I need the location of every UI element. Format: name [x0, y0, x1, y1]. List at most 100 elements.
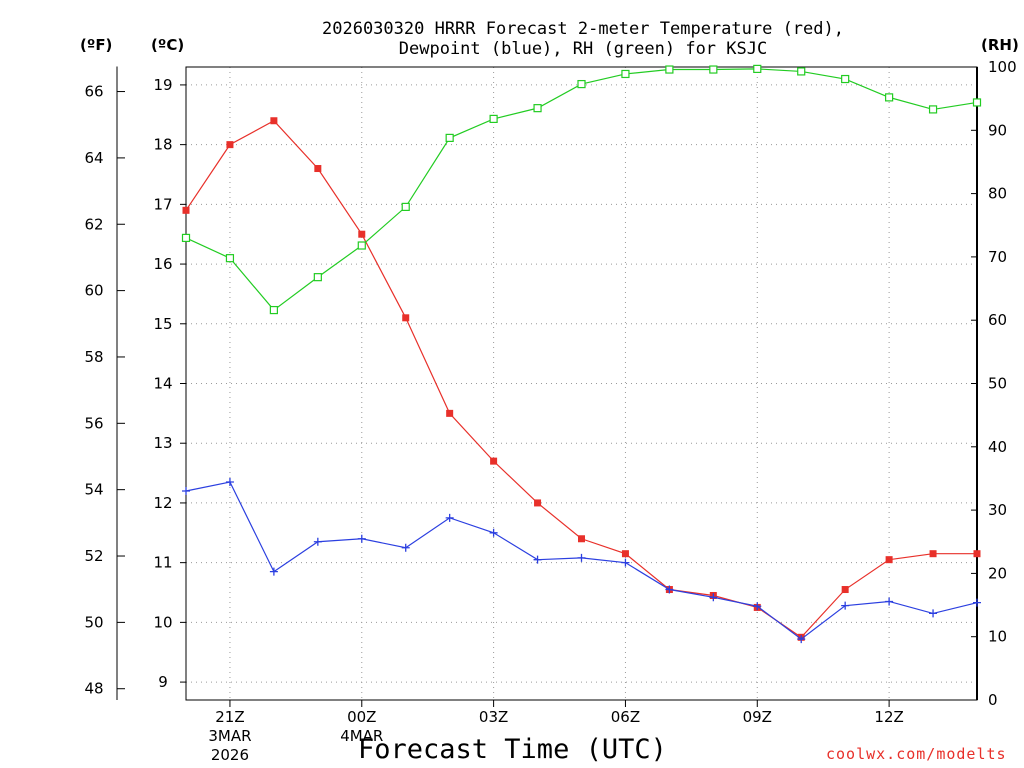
fahrenheit-tick-label: 50 — [84, 613, 103, 631]
celsius-tick-label: 12 — [153, 494, 172, 512]
rh-point — [753, 64, 762, 73]
dewpoint-point — [797, 635, 806, 644]
rh-point — [533, 104, 542, 113]
rh-point — [445, 133, 454, 142]
rh-tick-label: 10 — [988, 628, 1007, 646]
celsius-tick-label: 18 — [153, 136, 172, 154]
rh-point — [665, 65, 674, 74]
dewpoint-point — [929, 609, 938, 618]
temperature-point — [578, 535, 585, 543]
celsius-axis-unit: (ºC) — [151, 36, 185, 54]
dewpoint-point — [841, 601, 850, 610]
temperature-point — [973, 550, 981, 558]
rh-point — [181, 233, 191, 243]
temperature-point — [841, 586, 849, 594]
temperature-point — [270, 117, 278, 125]
temperature-point — [885, 556, 893, 564]
rh-point — [269, 305, 278, 315]
dewpoint-point — [269, 567, 278, 576]
fahrenheit-tick-label: 60 — [84, 282, 103, 300]
rh-tick-label: 100 — [988, 58, 1017, 76]
rh-point — [928, 105, 938, 114]
fahrenheit-axis-unit: (ºF) — [80, 36, 113, 54]
rh-tick-label: 20 — [988, 564, 1007, 582]
temperature-point — [402, 314, 410, 322]
celsius-tick-label: 15 — [153, 315, 172, 333]
x-tick-date-label: 4MAR — [340, 727, 383, 745]
source-credit: coolwx.com/modelts — [826, 745, 1007, 763]
rh-axis-unit: (RH) — [981, 36, 1019, 54]
rh-tick-label: 60 — [988, 311, 1007, 329]
x-tick-label: 12Z — [874, 708, 903, 726]
fahrenheit-tick-label: 62 — [84, 215, 103, 233]
rh-point — [797, 67, 806, 76]
dewpoint-point — [973, 598, 981, 607]
fahrenheit-tick-label: 54 — [84, 481, 103, 499]
x-tick-label: 03Z — [479, 708, 508, 726]
dewpoint-point — [489, 528, 498, 537]
dewpoint-point — [753, 602, 762, 611]
temperature-point — [534, 499, 542, 507]
chart-title-line1: 2026030320 HRRR Forecast 2-meter Tempera… — [322, 19, 844, 39]
rh-point — [357, 241, 366, 250]
celsius-tick-label: 10 — [153, 613, 172, 631]
dewpoint-point — [445, 513, 454, 522]
temperature-point — [929, 550, 937, 558]
fahrenheit-tick-label: 66 — [84, 83, 103, 101]
celsius-tick-label: 9 — [158, 673, 168, 691]
temperature-point — [226, 141, 234, 149]
rh-line — [185, 68, 978, 311]
rh-point — [225, 254, 235, 263]
dewpoint-point — [357, 534, 366, 543]
fahrenheit-tick-label: 48 — [84, 680, 103, 698]
rh-point — [577, 79, 586, 89]
rh-tick-label: 50 — [988, 375, 1007, 393]
temperature-point — [182, 206, 190, 214]
rh-point — [313, 273, 322, 282]
fahrenheit-tick-label: 64 — [84, 149, 103, 167]
rh-point — [489, 114, 498, 124]
rh-tick-label: 80 — [988, 185, 1007, 203]
dewpoint-point — [709, 593, 718, 602]
rh-point — [621, 69, 630, 79]
dewpoint-point — [225, 478, 234, 487]
dewpoint-point — [313, 537, 322, 546]
fahrenheit-tick-label: 52 — [84, 547, 103, 565]
temperature-point — [358, 230, 366, 238]
dewpoint-point — [533, 555, 542, 564]
x-tick-label: 00Z — [347, 708, 376, 726]
x-tick-date-label: 3MAR — [208, 727, 251, 745]
rh-point — [972, 98, 982, 107]
rh-tick-label: 70 — [988, 248, 1007, 266]
celsius-tick-label: 19 — [153, 76, 172, 94]
x-tick-label: 09Z — [743, 708, 772, 726]
dewpoint-point — [665, 585, 674, 594]
temperature-point — [490, 457, 498, 465]
fahrenheit-tick-label: 56 — [84, 414, 103, 432]
dewpoint-point — [621, 558, 630, 567]
dewpoint-point — [182, 486, 190, 495]
rh-point — [885, 93, 894, 102]
dewpoint-point — [401, 543, 410, 552]
celsius-tick-label: 17 — [153, 195, 172, 213]
x-axis-title: Forecast Time (UTC) — [358, 734, 667, 765]
x-tick-label: 21Z — [215, 708, 244, 726]
rh-tick-label: 90 — [988, 121, 1007, 139]
rh-point — [401, 202, 410, 211]
rh-point — [709, 65, 718, 74]
temperature-point — [446, 409, 454, 417]
chart-title-line2: Dewpoint (blue), RH (green) for KSJC — [398, 39, 768, 59]
temperature-point — [314, 165, 322, 173]
temperature-point — [621, 550, 629, 558]
rh-point — [841, 74, 850, 84]
x-tick-year-label: 2026 — [211, 746, 249, 764]
fahrenheit-tick-label: 58 — [84, 348, 103, 366]
rh-tick-label: 30 — [988, 501, 1007, 519]
rh-tick-label: 40 — [988, 438, 1007, 456]
x-tick-label: 06Z — [611, 708, 640, 726]
celsius-tick-label: 11 — [153, 554, 172, 572]
dewpoint-point — [577, 553, 586, 562]
celsius-tick-label: 14 — [153, 375, 172, 393]
dewpoint-point — [885, 597, 894, 606]
